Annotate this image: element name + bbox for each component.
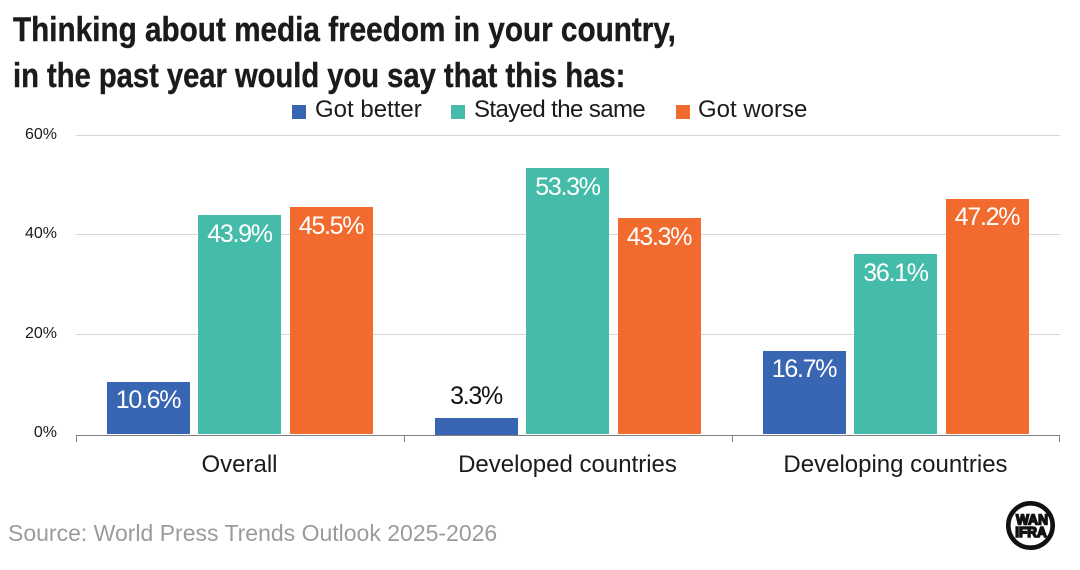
svg-text:IFRA: IFRA	[1015, 525, 1047, 541]
svg-text:WAN: WAN	[1016, 513, 1048, 529]
